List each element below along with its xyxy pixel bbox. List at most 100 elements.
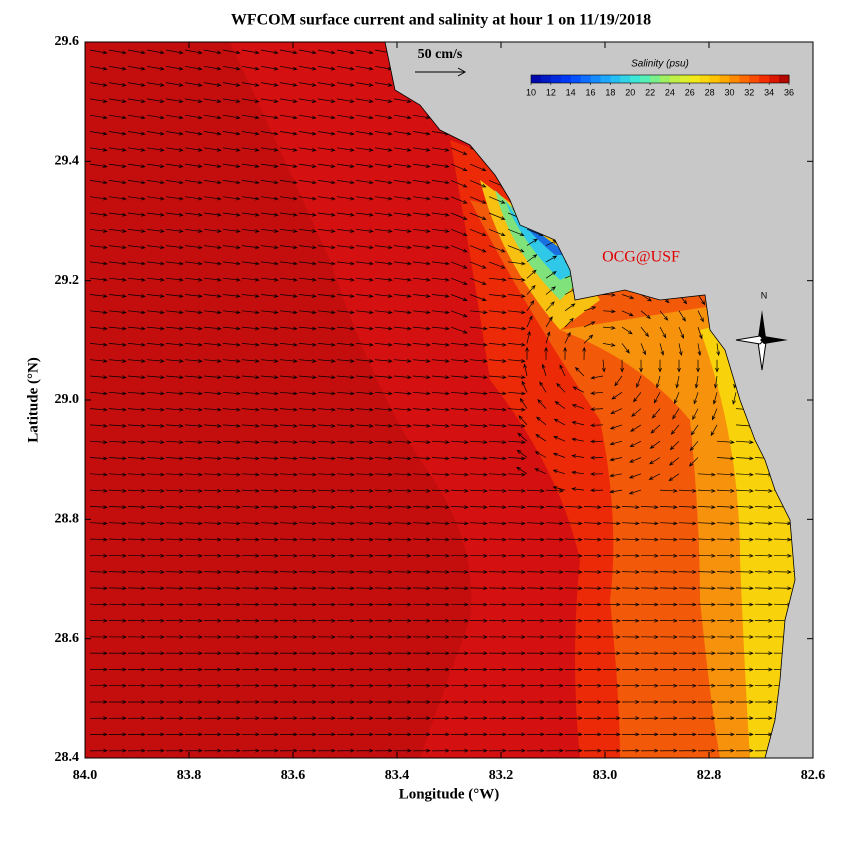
current-arrow xyxy=(621,748,640,753)
current-arrow xyxy=(260,245,279,250)
current-arrow xyxy=(659,618,678,623)
current-arrow xyxy=(108,667,127,672)
current-arrow xyxy=(203,505,222,509)
current-arrow xyxy=(317,261,336,266)
colorbar-title: Salinity (psu) xyxy=(631,59,689,70)
current-arrow xyxy=(374,375,393,380)
current-arrow xyxy=(127,228,146,233)
current-arrow xyxy=(165,131,184,136)
current-arrow xyxy=(621,586,640,591)
current-arrow xyxy=(659,310,669,321)
colorbar-cell xyxy=(709,75,721,83)
current-arrow xyxy=(431,163,450,168)
current-arrow xyxy=(412,424,431,428)
current-arrow xyxy=(732,392,737,405)
current-arrow xyxy=(317,683,336,688)
current-arrow xyxy=(317,635,336,639)
current-arrow xyxy=(507,391,526,396)
current-arrow xyxy=(260,651,279,656)
current-arrow xyxy=(554,401,566,409)
current-arrow xyxy=(127,618,146,623)
current-arrow xyxy=(222,635,241,639)
colorbar-cell xyxy=(749,75,760,83)
current-arrow xyxy=(678,748,697,753)
current-arrow xyxy=(203,716,222,721)
current-arrow xyxy=(203,261,222,266)
x-tick-label: 83.6 xyxy=(281,768,306,783)
colorbar-tick-label: 22 xyxy=(645,87,655,97)
current-arrow xyxy=(450,570,469,574)
current-arrow xyxy=(89,147,108,152)
current-arrow xyxy=(317,488,336,493)
current-arrow xyxy=(431,424,450,428)
current-arrow xyxy=(541,363,547,377)
current-arrow xyxy=(526,683,545,688)
current-arrow xyxy=(640,326,650,338)
current-arrow xyxy=(146,488,165,493)
current-arrow xyxy=(222,472,241,477)
current-arrow xyxy=(659,716,678,721)
current-arrow xyxy=(431,407,450,412)
current-arrow xyxy=(621,700,640,704)
current-arrow xyxy=(89,456,108,461)
current-arrow xyxy=(583,667,602,672)
current-arrow xyxy=(507,700,526,704)
current-arrow xyxy=(374,488,393,493)
current-arrow xyxy=(279,407,298,412)
current-arrow xyxy=(165,651,184,656)
current-arrow xyxy=(526,716,545,721)
current-arrow xyxy=(469,326,488,331)
current-arrow xyxy=(564,667,583,672)
current-arrow xyxy=(241,424,260,428)
current-arrow xyxy=(260,635,279,639)
current-arrow xyxy=(659,700,678,704)
current-arrow xyxy=(374,180,393,185)
current-arrow xyxy=(412,147,431,152)
current-arrow xyxy=(526,651,545,656)
current-arrow xyxy=(571,454,585,458)
current-arrow xyxy=(469,635,488,639)
current-arrow xyxy=(184,375,203,380)
current-arrow xyxy=(146,553,165,558)
current-arrow xyxy=(393,651,412,656)
current-arrow xyxy=(393,716,412,721)
current-arrow xyxy=(628,473,642,479)
current-arrow xyxy=(469,359,488,363)
current-arrow xyxy=(89,748,108,753)
current-arrow xyxy=(127,245,146,250)
current-arrow xyxy=(412,683,431,688)
colorbar-cell xyxy=(620,75,631,83)
current-arrow xyxy=(614,375,623,387)
current-arrow xyxy=(317,732,336,737)
x-tick-label: 83.2 xyxy=(489,768,514,783)
current-arrow xyxy=(412,245,431,250)
current-arrow xyxy=(203,359,222,363)
current-arrow xyxy=(526,748,545,753)
colorbar-tick-label: 12 xyxy=(546,87,556,97)
current-arrow xyxy=(545,553,564,558)
current-arrow xyxy=(526,284,536,295)
current-arrow xyxy=(431,196,450,201)
current-arrow xyxy=(127,586,146,591)
current-arrow xyxy=(450,667,469,672)
current-arrow xyxy=(260,537,279,542)
current-arrow xyxy=(165,326,184,331)
current-arrow xyxy=(716,505,735,509)
current-arrow xyxy=(583,683,602,688)
current-arrow xyxy=(279,342,298,347)
current-arrow xyxy=(260,618,279,623)
current-arrow xyxy=(241,407,260,412)
current-arrow xyxy=(583,505,602,509)
current-arrow xyxy=(222,326,241,331)
colorbar-cell xyxy=(630,75,641,83)
current-arrow xyxy=(754,537,773,542)
current-arrow xyxy=(184,586,203,591)
current-arrow xyxy=(355,359,374,363)
current-arrow xyxy=(127,342,146,347)
current-arrow xyxy=(298,570,317,574)
current-arrow xyxy=(526,254,538,263)
current-arrow xyxy=(317,391,336,396)
current-arrow xyxy=(127,407,146,412)
current-arrow xyxy=(241,651,260,656)
current-arrow xyxy=(108,586,127,591)
